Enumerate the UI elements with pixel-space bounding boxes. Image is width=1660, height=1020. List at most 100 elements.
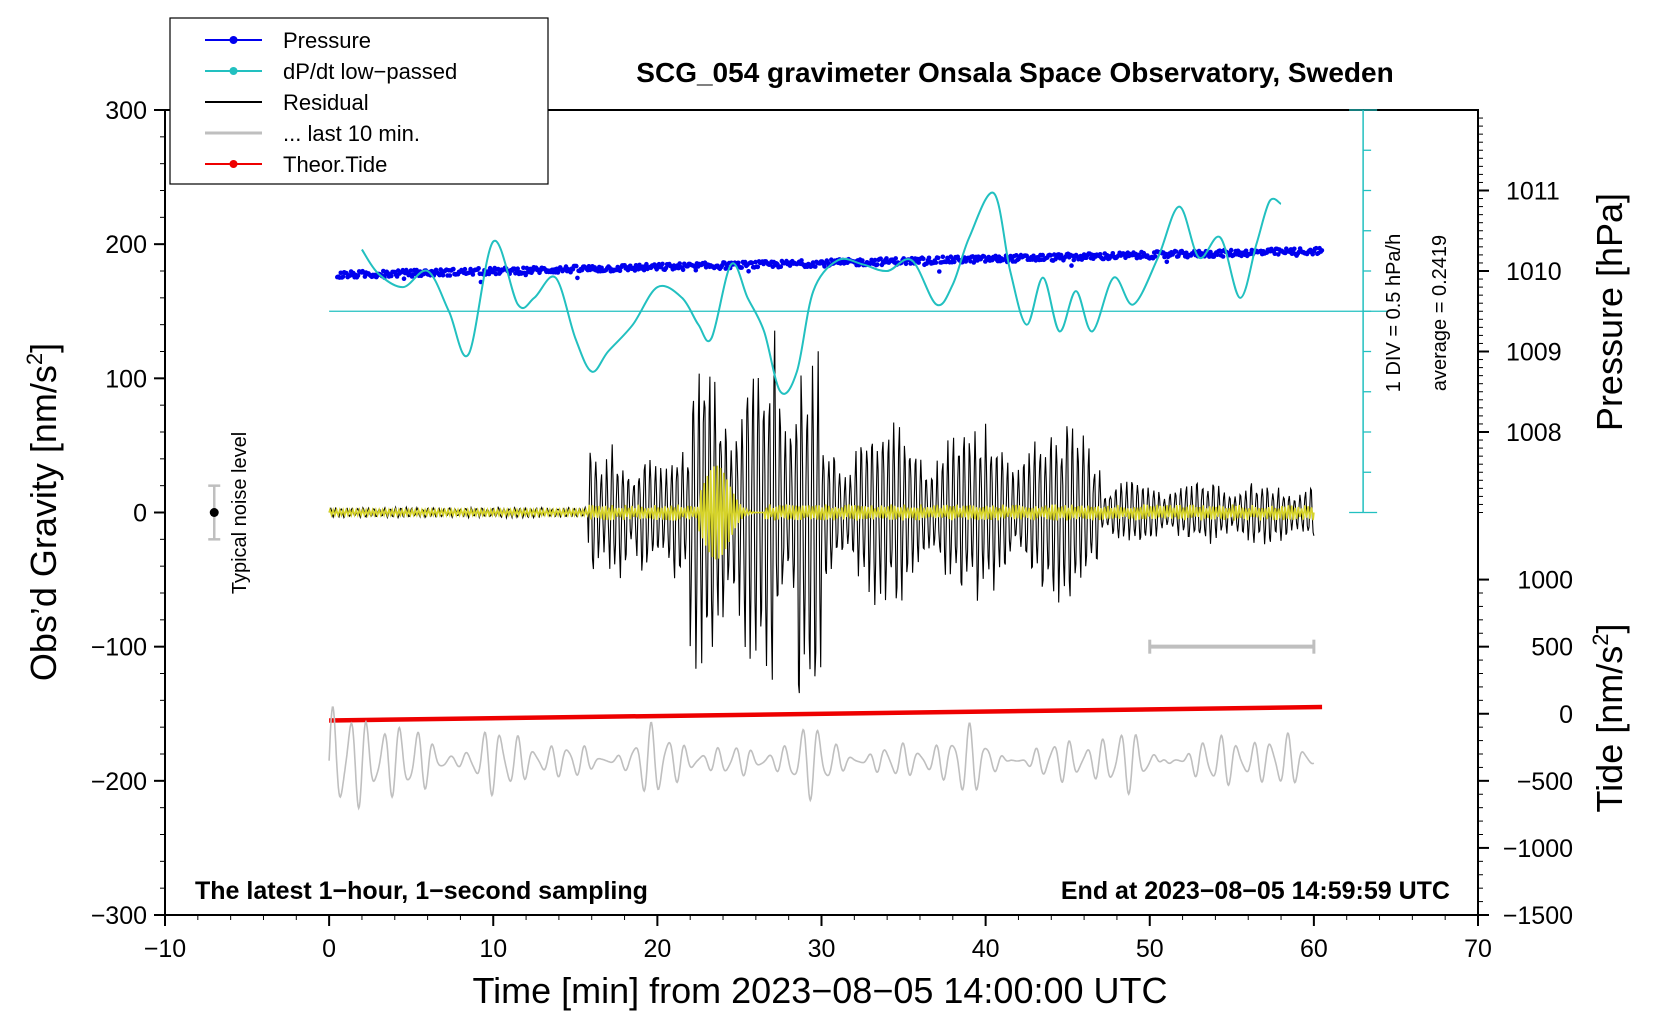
pressure-point [447,273,453,278]
pressure-point [462,266,468,272]
legend-label: dP/dt low−passed [283,59,457,84]
pressure-tick-label: 1008 [1506,419,1562,447]
pressure-point [1319,248,1325,253]
tide-tick-label: 500 [1531,634,1573,662]
pressure-point [736,260,741,266]
pressure-point [753,259,758,265]
pressure-axis-title: Pressure [hPa] [1589,193,1630,431]
x-tick-label: 20 [643,935,671,963]
pressure-point [933,260,939,265]
pressure-point [1040,252,1045,258]
tide-axis-title-main: Tide [nm/s [1589,646,1630,813]
legend-label: Residual [283,90,369,115]
pressure-point [940,254,946,260]
axes-group: −10 0 10 20 30 40 50 60 70−300−200−1000100200300… [91,97,1573,963]
pressure-tick-label: 1010 [1506,258,1562,286]
dpdt-line [361,191,1282,395]
pressure-point [1292,246,1297,252]
pressure-point [575,275,580,281]
pressure-point [340,274,346,279]
tide-tick-label: −1000 [1503,835,1573,863]
x-tick-label: 30 [808,935,836,963]
pressure-point [574,263,579,269]
pressure-point [1220,254,1226,259]
pressure-point [1153,254,1158,259]
y-axis-title-end: ] [23,343,64,353]
x-tick-label: −10 [144,935,186,963]
legend-label: Theor.Tide [283,152,387,177]
y-tick-label: 200 [105,231,147,259]
pressure-point [908,261,913,266]
pressure-point [515,266,520,272]
legend-marker [229,36,238,44]
x-tick-label: 0 [322,935,336,963]
pressure-point [451,266,456,272]
x-tick-label: 70 [1464,935,1492,963]
pressure-point [486,271,492,277]
pressure-point [878,256,883,262]
pressure-point [1173,249,1179,254]
pressure-point [875,262,880,267]
tide-axis-title-end: ] [1589,624,1630,634]
pressure-point [1228,247,1234,253]
pressure-tick-label: 1011 [1506,178,1560,206]
pressure-point [680,267,686,273]
pressure-point [813,264,818,269]
last-10-min-line [328,706,1315,811]
pressure-point [926,255,932,261]
y-tick-label: −200 [91,768,147,796]
pressure-point [440,272,446,278]
pressure-point [389,273,394,279]
pressure-point [916,260,921,265]
pressure-point [746,269,751,274]
pressure-point [1014,253,1019,258]
legend-marker [229,67,238,75]
pressure-point [993,253,998,259]
x-tick-label: 10 [479,935,507,963]
pressure-point [935,255,941,261]
residual-lowpass-line [328,465,1315,560]
pressure-point [338,270,344,276]
last-10-min-series-group [328,706,1315,811]
dpdt-series-group [361,191,1282,395]
y-axis-title-sup: 2 [22,353,47,365]
pressure-point [1243,248,1249,254]
pressure-point [872,257,878,263]
pressure-point [470,272,476,277]
y-tick-label: −300 [91,902,147,930]
pressure-point [617,268,623,274]
y-tick-label: 0 [133,500,147,528]
pressure-point [952,259,957,265]
pressure-point [822,264,827,269]
residual-lowpass-series-group [328,465,1315,560]
pressure-point [1164,259,1170,265]
pressure-point [884,256,889,261]
pressure-point [1215,252,1220,257]
x-tick-label: 40 [972,935,1000,963]
pressure-point [799,258,804,263]
x-axis-title: Time [min] from 2023−08−05 14:00:00 UTC [472,970,1167,1011]
tide-tick-label: 0 [1559,701,1573,729]
legend-marker [229,160,238,168]
pressure-point [755,264,761,270]
pressure-point [778,264,784,270]
tide-axis-title: Tide [nm/s2] [1588,624,1630,813]
pressure-point [981,254,987,259]
dpdt-div-label: 1 DIV = 0.5 hPa/h [1383,234,1405,392]
noise-level-label: Typical noise level [229,432,251,594]
pressure-point [1313,245,1319,251]
dpdt-average-label: average = 0.2419 [1429,235,1451,391]
pressure-point [1097,252,1103,257]
y-axis-title-main: Obs’d Gravity [nm/s [23,365,64,681]
pressure-point [693,267,699,273]
y-axis-title: Obs’d Gravity [nm/s2] [22,343,64,681]
pressure-point [493,271,499,277]
x-tick-label: 60 [1300,935,1328,963]
tide-tick-label: 1000 [1517,567,1573,595]
pressure-point [860,258,865,263]
pressure-point [1272,251,1278,256]
noise-bar-dot [209,508,219,517]
pressure-point [414,267,419,273]
pressure-point [401,276,407,282]
